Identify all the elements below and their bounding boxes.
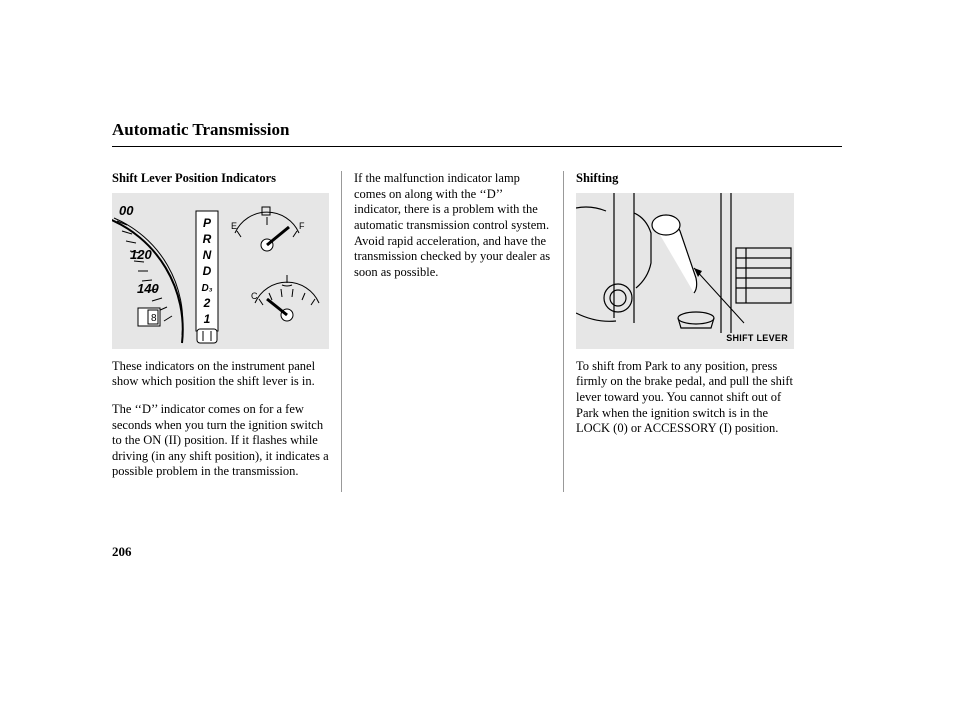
- col2-para-1: If the malfunction indicator lamp comes …: [354, 171, 551, 280]
- page-number: 206: [112, 544, 132, 560]
- subhead-shift-indicators: Shift Lever Position Indicators: [112, 171, 329, 187]
- figure-instrument-panel: 00 120 140 8 P R N D D₃ 2: [112, 193, 329, 349]
- callout-shift-lever: SHIFT LEVER: [726, 333, 788, 344]
- speed-120: 120: [130, 247, 152, 262]
- warning-icon: [197, 329, 217, 343]
- svg-text:N: N: [203, 248, 212, 262]
- svg-text:C: C: [251, 291, 258, 301]
- col1-para-2: The ‘‘D’’ indicator comes on for a few s…: [112, 402, 329, 480]
- svg-text:E: E: [231, 221, 237, 231]
- svg-text:D: D: [203, 264, 212, 278]
- column-3: Shifting: [564, 171, 794, 492]
- odo-digit: 8: [151, 313, 157, 324]
- fuel-pump-icon: [262, 207, 270, 215]
- svg-text:1: 1: [204, 312, 211, 326]
- svg-text:P: P: [203, 216, 212, 230]
- svg-text:2: 2: [203, 296, 211, 310]
- column-1: Shift Lever Position Indicators: [112, 171, 342, 492]
- temp-icon: [282, 275, 292, 286]
- page-title: Automatic Transmission: [112, 120, 842, 147]
- svg-text:R: R: [203, 232, 212, 246]
- svg-text:F: F: [299, 221, 305, 231]
- svg-text:D₃: D₃: [201, 283, 212, 294]
- column-2: If the malfunction indicator lamp comes …: [342, 171, 564, 492]
- speed-140: 140: [137, 281, 159, 296]
- figure-shift-lever: SHIFT LEVER: [576, 193, 794, 349]
- content-columns: Shift Lever Position Indicators: [112, 171, 842, 492]
- col1-para-1: These indicators on the instrument panel…: [112, 359, 329, 390]
- col3-para-1: To shift from Park to any position, pres…: [576, 359, 794, 437]
- subhead-shifting: Shifting: [576, 171, 794, 187]
- speed-00: 00: [119, 203, 134, 218]
